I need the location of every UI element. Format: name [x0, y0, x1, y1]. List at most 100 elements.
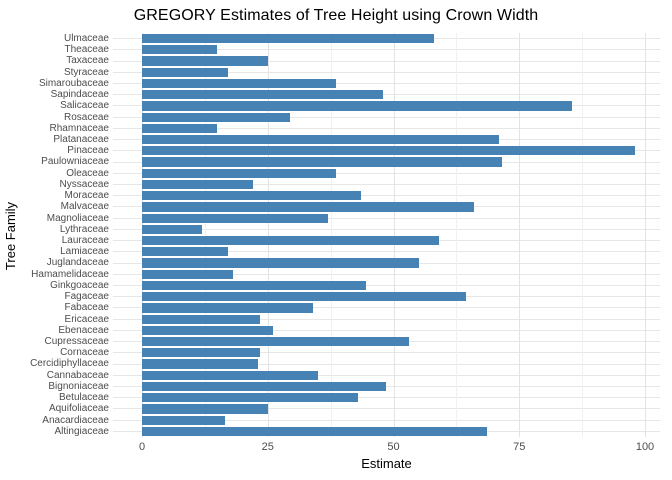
bar — [142, 224, 203, 234]
gridline-horizontal — [113, 228, 660, 230]
y-tick-label: Lauraceae — [61, 235, 109, 246]
bar — [142, 123, 218, 133]
y-tick-label: Hamamelidaceae — [31, 268, 109, 280]
gridline-horizontal — [113, 408, 660, 410]
gridline-horizontal — [113, 363, 660, 365]
x-axis-title: Estimate — [361, 456, 412, 471]
y-tick-label: Bignoniaceae — [48, 380, 109, 392]
gridline-horizontal — [113, 374, 660, 376]
bar — [142, 325, 273, 335]
gridline-horizontal — [113, 285, 660, 286]
bar — [142, 236, 439, 246]
bar — [142, 168, 336, 178]
gridline-major — [267, 33, 269, 437]
y-tick-label: Fabaceae — [64, 302, 109, 314]
chart-title: GREGORY Estimates of Tree Height using C… — [133, 7, 539, 24]
gridline-horizontal — [113, 94, 660, 96]
bar — [142, 135, 500, 145]
gridline-horizontal — [113, 195, 660, 197]
bar — [142, 303, 314, 313]
y-tick-label: Juglandaceae — [46, 257, 109, 269]
bar — [142, 314, 261, 324]
y-tick-label: Altingiaceae — [54, 425, 109, 437]
gridline-horizontal — [113, 49, 660, 51]
bar — [142, 191, 361, 201]
bar — [142, 280, 366, 291]
y-tick-label: Cannabaceae — [46, 369, 109, 381]
gridline-major — [519, 33, 521, 437]
gridline-minor — [456, 33, 458, 437]
bar — [142, 269, 233, 279]
bar — [142, 381, 386, 392]
y-tick-label: Taxaceae — [66, 55, 109, 67]
bar — [142, 213, 329, 223]
bar — [142, 370, 319, 380]
y-tick-label: Anacardiaceae — [42, 414, 109, 426]
gridline-horizontal — [113, 352, 660, 354]
y-tick-label: Styraceae — [63, 66, 109, 78]
bar — [142, 146, 635, 156]
y-tick-label: Fagaceae — [64, 291, 109, 303]
y-tick-label: Theaceae — [64, 44, 109, 56]
gridline-major — [393, 33, 395, 437]
x-tick-label: 50 — [387, 441, 400, 453]
bar — [142, 101, 573, 111]
bar — [142, 247, 228, 257]
y-tick-label: Paulowniaceae — [41, 156, 109, 168]
y-tick-label: Sapindaceae — [50, 89, 109, 101]
y-tick-label: Oleaceae — [66, 167, 109, 179]
gridline-minor — [204, 33, 206, 437]
bar — [142, 78, 336, 89]
bar — [142, 359, 258, 369]
x-tick-label: 75 — [513, 441, 526, 453]
y-tick-label: Simaroubaceae — [38, 77, 109, 89]
y-tick-label: Cupressaceae — [44, 336, 109, 347]
y-tick-label: Malvaceae — [60, 201, 109, 213]
bar — [142, 56, 268, 66]
bar — [142, 415, 225, 425]
gridline-horizontal — [113, 172, 660, 174]
y-tick-label: Cercidiphyllaceae — [30, 358, 109, 370]
x-tick-label: 25 — [261, 441, 274, 453]
bar — [142, 202, 474, 212]
bar — [142, 45, 218, 55]
bar — [142, 157, 502, 167]
y-tick-label: Ulmaceae — [63, 33, 109, 44]
gridline-horizontal — [113, 307, 660, 309]
gridline-horizontal — [113, 251, 660, 253]
x-tick-label: 100 — [635, 441, 655, 453]
gridline-horizontal — [113, 329, 660, 331]
gridline-horizontal — [113, 386, 660, 387]
y-tick-label: Nyssaceae — [59, 178, 109, 190]
gridline-horizontal — [113, 397, 660, 399]
bar — [142, 258, 419, 268]
gridline-horizontal — [113, 217, 660, 219]
gridline-horizontal — [113, 83, 660, 84]
gridline-minor — [330, 33, 332, 437]
bar — [142, 34, 434, 44]
x-axis-ticks: 0 25 50 75 100 — [113, 441, 660, 455]
y-tick-label: Betulaceae — [58, 392, 109, 404]
bar — [142, 90, 384, 100]
gridline-horizontal — [113, 116, 660, 118]
gridline-horizontal — [113, 127, 660, 129]
bar — [142, 393, 359, 403]
gridline-major — [645, 33, 646, 437]
y-tick-label: Rhamnaceae — [49, 122, 109, 134]
bar — [142, 179, 253, 190]
gridline-horizontal — [113, 273, 660, 275]
gridline-horizontal — [113, 184, 660, 185]
y-tick-label: Pinaceae — [67, 145, 109, 157]
gridline-horizontal — [113, 318, 660, 320]
y-tick-label: Moraceae — [64, 190, 109, 202]
bar — [142, 348, 261, 358]
bar — [142, 426, 487, 436]
gridline-horizontal — [113, 419, 660, 421]
gridline-minor — [582, 33, 584, 437]
gridline-horizontal — [113, 60, 660, 62]
y-tick-label: Ericaceae — [64, 313, 109, 325]
y-tick-label: Aquifoliaceae — [48, 403, 109, 415]
bar — [142, 404, 268, 414]
y-tick-label: Cornaceae — [60, 347, 109, 359]
